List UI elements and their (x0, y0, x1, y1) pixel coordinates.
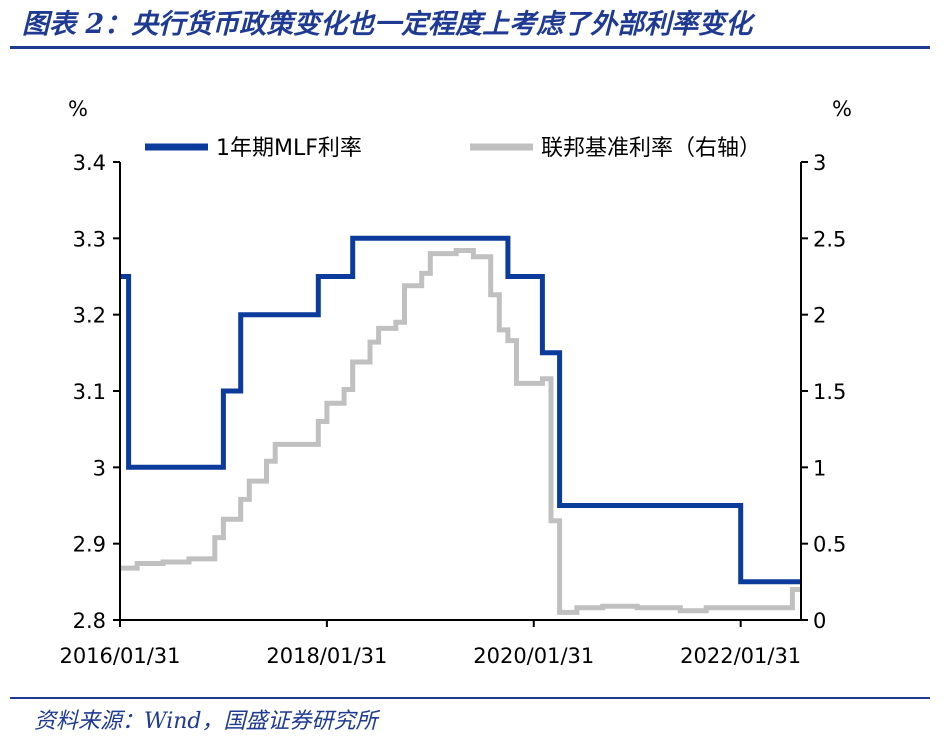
right-tick-label: 1.5 (813, 380, 846, 404)
right-tick-label: 2 (813, 304, 826, 328)
right-tick-label: 2.5 (813, 227, 846, 251)
right-tick-label: 3 (813, 151, 826, 175)
legend-label-fed: 联邦基准利率（右轴） (541, 136, 761, 161)
source-divider (10, 697, 930, 699)
right-tick-label: 0.5 (813, 533, 846, 557)
x-tick-label: 2022/01/31 (680, 644, 801, 668)
series-line-fed (120, 248, 801, 615)
left-tick-label: 2.8 (73, 609, 106, 633)
legend: 1年期MLF利率 联邦基准利率（右轴） (145, 136, 761, 161)
left-tick-label: 3.4 (73, 151, 106, 175)
title-divider (10, 46, 930, 49)
left-tick-label: 3.3 (73, 227, 106, 251)
left-tick-label: 3 (93, 456, 106, 480)
x-tick-label: 2020/01/31 (473, 644, 594, 668)
plot-area: 2.8 2.9 3 3.1 3.2 3.3 3.4 0 0.5 1 1.5 2 2.5 3 2016/01/… (59, 151, 846, 668)
left-axis-unit: % (68, 97, 88, 121)
left-tick-label: 2.9 (73, 533, 106, 557)
left-tick-label: 3.2 (73, 304, 106, 328)
right-axis-unit: % (832, 97, 852, 121)
legend-label-mlf: 1年期MLF利率 (216, 136, 362, 161)
source-note: 资料来源：Wind，国盛证券研究所 (34, 709, 378, 734)
x-tick-label: 2018/01/31 (266, 644, 387, 668)
right-tick-label: 0 (813, 609, 826, 633)
chart-title: 图表 2：央行货币政策变化也一定程度上考虑了外部利率变化 (22, 9, 753, 40)
x-tick-label: 2016/01/31 (59, 644, 180, 668)
right-tick-label: 1 (813, 456, 826, 480)
left-tick-label: 3.1 (73, 380, 106, 404)
series-line-mlf (120, 235, 801, 585)
